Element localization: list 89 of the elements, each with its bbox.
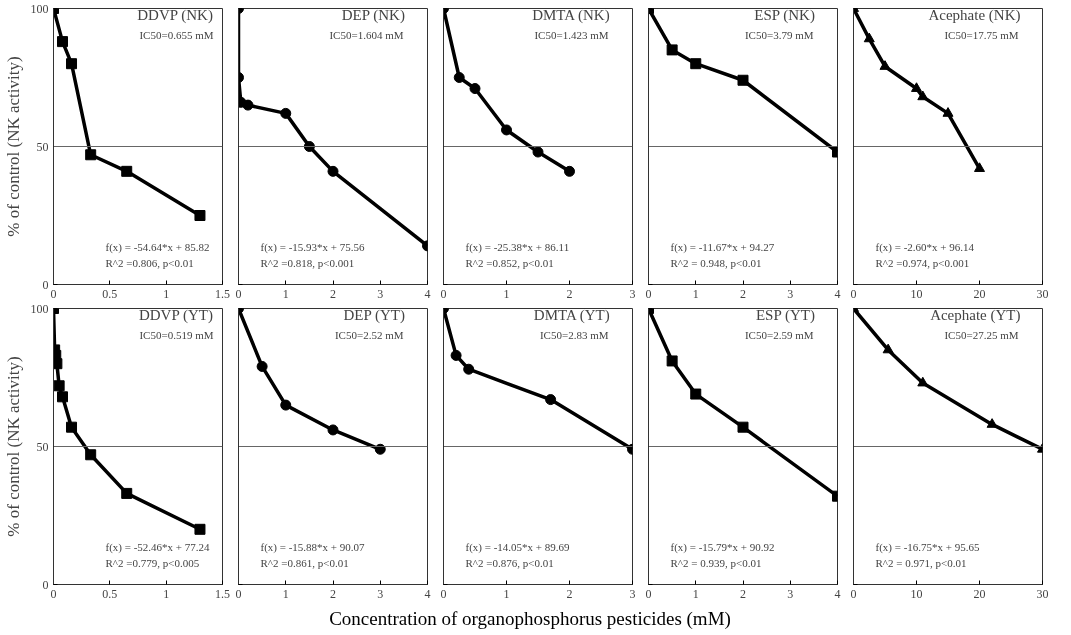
chart-title: DEP (YT) [343,306,405,324]
annotation: R^2 =0.779, p<0.005 [105,556,200,569]
chart-title: ESP (YT) [755,306,815,324]
x-tick-label: 0 [850,286,857,301]
annotation: f(x) = -15.88*x + 90.07 [260,540,366,554]
y-axis-title: % of control (NK activity) [3,56,23,237]
x-tick-label: 2 [740,286,746,301]
x-tick-label: 4 [424,586,431,601]
annotation: f(x) = -11.67*x + 94.27 [670,240,775,254]
x-tick-label: 0 [440,586,447,601]
x-tick-label: 1 [282,286,289,301]
x-tick-label: 2 [566,586,573,601]
x-tick-label: 1 [692,586,699,601]
x-tick-label: 1 [163,286,170,301]
x-tick-label: 4 [424,286,431,301]
chart-title: ESP (NK) [754,6,815,24]
y-axis-title: % of control (NK activity) [3,356,23,537]
annotation: IC50=2.52 mM [334,328,404,341]
x-tick-label: 3 [377,286,384,301]
annotation: IC50=0.655 mM [139,28,214,41]
chart-title: DEP (NK) [341,6,405,24]
x-tick-label: 1 [163,586,170,601]
x-tick-label: 30 [1036,286,1049,301]
x-tick-label: 1 [692,286,699,301]
annotation: R^2 =0.861, p<0.01 [260,556,349,569]
x-tick-label: 1 [282,586,289,601]
annotation: f(x) = -54.64*x + 85.82 [105,240,210,254]
x-tick-label: 30 [1036,586,1049,601]
annotation: R^2 = 0.948, p<0.01 [670,256,762,269]
x-tick-label: 2 [330,286,336,301]
annotation: IC50=0.519 mM [139,328,214,341]
x-tick-label: 0 [850,586,857,601]
x-tick-label: 3 [787,586,794,601]
annotation: f(x) = -16.75*x + 95.65 [875,540,981,554]
x-tick-label: 20 [973,586,986,601]
chart-title: DMTA (NK) [532,6,610,24]
annotation: f(x) = -15.79*x + 90.92 [670,540,775,554]
chart-title: DMTA (YT) [533,306,610,324]
x-tick-label: 3 [629,286,636,301]
x-tick-label: 4 [834,586,841,601]
x-tick-label: 10 [910,586,923,601]
annotation: IC50=17.75 mM [944,28,1019,41]
y-tick-label: 100 [30,301,49,316]
x-tick-label: 0 [645,586,652,601]
x-tick-label: 0.5 [102,586,118,601]
x-tick-label: 0 [235,286,242,301]
x-tick-label: 0.5 [102,286,118,301]
x-tick-label: 3 [787,286,794,301]
annotation: IC50=3.79 mM [744,28,814,41]
annotation: R^2 =0.974, p<0.001 [875,256,970,269]
annotation: IC50=2.83 mM [539,328,609,341]
x-tick-label: 2 [330,586,336,601]
x-axis-title: Concentration of organophosphorus pesticides (mM) [329,607,731,631]
annotation: R^2 =0.876, p<0.01 [465,556,554,569]
x-tick-label: 0 [440,286,447,301]
annotation: R^2 =0.852, p<0.01 [465,256,554,269]
x-tick-label: 3 [629,586,636,601]
annotation: f(x) = -25.38*x + 86.11 [465,240,570,254]
annotation: f(x) = -52.46*x + 77.24 [105,540,211,554]
x-tick-label: 4 [834,286,841,301]
x-tick-label: 1 [503,286,510,301]
annotation: f(x) = -14.05*x + 89.69 [465,540,571,554]
annotation: IC50=2.59 mM [744,328,814,341]
x-tick-label: 0 [645,286,652,301]
annotation: IC50=1.423 mM [534,28,609,41]
annotation: IC50=1.604 mM [329,28,404,41]
annotation: R^2 = 0.971, p<0.01 [875,556,967,569]
y-tick-label: 100 [30,1,49,16]
x-tick-label: 1.5 [215,286,230,301]
x-tick-label: 2 [740,586,746,601]
annotation: R^2 = 0.939, p<0.01 [670,556,762,569]
x-tick-label: 0 [235,586,242,601]
x-tick-label: 1.5 [215,586,230,601]
x-tick-label: 20 [973,286,986,301]
y-tick-label: 50 [36,139,49,154]
chart-title: DDVP (YT) [138,306,213,324]
x-tick-label: 3 [377,586,384,601]
x-tick-label: 2 [566,286,573,301]
annotation: IC50=27.25 mM [944,328,1019,341]
chart-title: DDVP (NK) [137,6,213,24]
chart-title: Acephate (NK) [928,6,1021,24]
annotation: f(x) = -2.60*x + 96.14 [875,240,975,254]
x-tick-label: 10 [910,286,923,301]
y-tick-label: 50 [36,439,49,454]
annotation: R^2 =0.818, p<0.001 [260,256,355,269]
annotation: R^2 =0.806, p<0.01 [105,256,194,269]
annotation: f(x) = -15.93*x + 75.56 [260,240,366,254]
x-tick-label: 1 [503,586,510,601]
chart-title: Acephate (YT) [930,306,1021,324]
